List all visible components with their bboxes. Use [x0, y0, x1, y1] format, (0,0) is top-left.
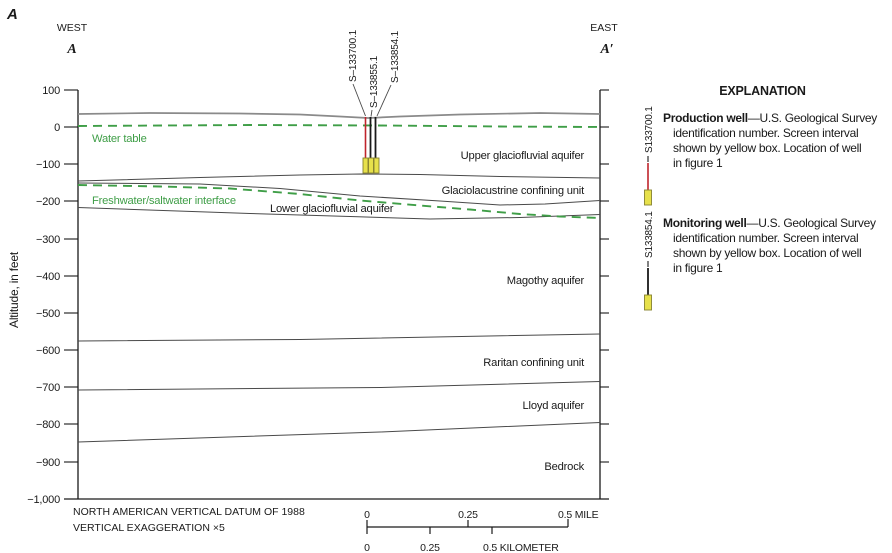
- tick-m600: −600: [36, 345, 60, 357]
- tick-m200: −200: [36, 196, 60, 208]
- y-axis-tick-labels: 100 0 −100 −200 −300 −400 −500 −600 −700…: [27, 85, 60, 506]
- screen-interval-box-3: [373, 157, 380, 174]
- raritan-label: Raritan confining unit: [483, 357, 585, 369]
- tick-m300: −300: [36, 234, 60, 246]
- legend-monitoring-line2: identification number. Screen interval: [673, 231, 859, 245]
- mile-025: 0.25: [458, 509, 478, 521]
- glaciolacustrine-top-line: [77, 173, 601, 182]
- tick-m500: −500: [36, 308, 60, 320]
- well-label-s133854: S–133854.1: [390, 30, 401, 83]
- legend-production-line1: —U.S. Geological Survey: [747, 111, 877, 125]
- tick-0: 0: [54, 122, 60, 134]
- water-table-label: Water table: [92, 133, 147, 145]
- mile-0: 0: [364, 509, 370, 521]
- section-end-a: A: [66, 42, 76, 57]
- legend-production-line4: in figure 1: [673, 156, 723, 170]
- exaggeration-note: VERTICAL EXAGGERATION ×5: [73, 522, 225, 534]
- east-label: EAST: [590, 22, 618, 34]
- legend-production-entry: Production well—U.S. Geological Survey i…: [663, 111, 892, 171]
- well-leader-lines: [352, 83, 392, 117]
- legend-monitoring-entry: Monitoring well—U.S. Geological Survey i…: [663, 216, 892, 276]
- screen-interval-box-1: [362, 157, 369, 174]
- legend-screen-box-2: [644, 294, 652, 311]
- magothy-top-line: [77, 207, 601, 220]
- axes: [64, 89, 609, 500]
- bedrock-top-line: [77, 422, 601, 443]
- legend-symbols: S133700.1 S133854.1: [644, 106, 655, 311]
- legend-production-line3: shown by yellow box. Location of well: [673, 141, 862, 155]
- wells: S–133700.1 S–133855.1 S–133854.1: [348, 29, 401, 174]
- tick-m700: −700: [36, 382, 60, 394]
- left-axis-ticks: [64, 89, 78, 463]
- legend-monitoring-line1: —U.S. Geological Survey: [746, 216, 876, 230]
- screen-interval-box-2: [368, 157, 374, 174]
- magothy-label: Magothy aquifer: [507, 275, 585, 287]
- green-dashed-lines: [77, 124, 601, 219]
- legend-production-well-id: S133700.1: [644, 106, 655, 153]
- tick-m400: −400: [36, 271, 60, 283]
- scale-bar-labels: 0 0.25 0.5 MILE 0 0.25 0.5 KILOMETER: [364, 509, 599, 553]
- land-surface-line: [77, 112, 601, 119]
- section-end-a-prime: A′: [600, 42, 614, 57]
- west-label: WEST: [57, 22, 88, 34]
- km-05: 0.5 KILOMETER: [483, 542, 559, 553]
- right-axis-ticks: [600, 89, 609, 463]
- well-label-s133855: S–133855.1: [369, 55, 380, 108]
- km-0: 0: [364, 542, 370, 553]
- legend-screen-box-1: [644, 189, 652, 206]
- lloyd-top-line: [77, 381, 601, 391]
- legend-production-line2: identification number. Screen interval: [673, 126, 859, 140]
- raritan-top-line: [77, 333, 601, 342]
- well-label-s133700: S–133700.1: [348, 29, 359, 82]
- confining-unit-label: Glaciolacustrine confining unit: [442, 185, 586, 197]
- legend-monitoring-line4: in figure 1: [673, 261, 723, 275]
- tick-m900: −900: [36, 457, 60, 469]
- datum-note: NORTH AMERICAN VERTICAL DATUM OF 1988: [73, 506, 305, 518]
- legend-monitoring-term: Monitoring well: [663, 216, 747, 230]
- lower-aquifer-label: Lower glaciofluvial aquifer: [270, 203, 394, 215]
- legend-monitoring-line3: shown by yellow box. Location of well: [673, 246, 862, 260]
- bedrock-label: Bedrock: [544, 461, 584, 473]
- tick-m1000: −1,000: [27, 494, 60, 506]
- tick-m100: −100: [36, 159, 60, 171]
- layer-boundaries: [77, 173, 601, 443]
- lloyd-label: Lloyd aquifer: [523, 400, 585, 412]
- scale-bar: [366, 519, 569, 534]
- tick-m800: −800: [36, 419, 60, 431]
- figure-panel-letter: A: [6, 6, 18, 23]
- interface-label: Freshwater/saltwater interface: [92, 195, 236, 207]
- legend-monitoring-well-id: S133854.1: [644, 211, 655, 258]
- mile-05: 0.5 MILE: [558, 509, 599, 521]
- upper-aquifer-label: Upper glaciofluvial aquifer: [461, 150, 585, 162]
- km-025: 0.25: [420, 542, 440, 553]
- glaciolacustrine-bottom-line: [77, 182, 601, 206]
- y-axis-title: Altitude, in feet: [7, 251, 21, 328]
- legend-production-term: Production well: [663, 111, 748, 125]
- water-table-line: [77, 124, 601, 128]
- unit-labels: Water table Upper glaciofluvial aquifer …: [92, 133, 585, 473]
- tick-100: 100: [42, 85, 60, 97]
- explanation-title: EXPLANATION: [719, 84, 806, 98]
